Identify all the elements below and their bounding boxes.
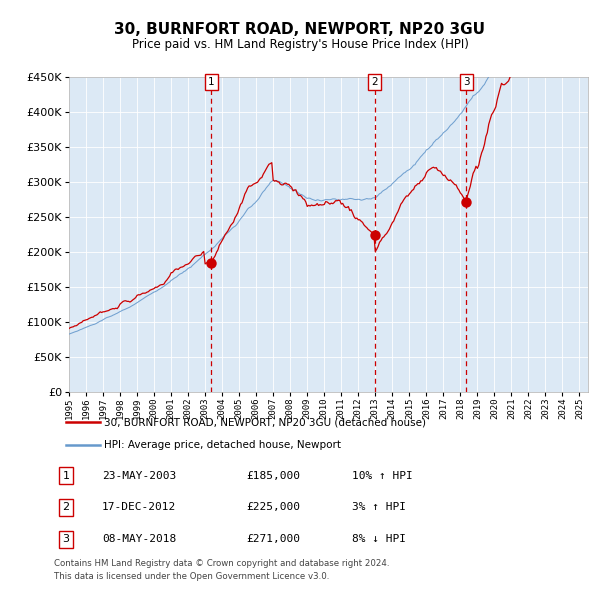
- Text: £225,000: £225,000: [246, 503, 300, 512]
- Text: 30, BURNFORT ROAD, NEWPORT, NP20 3GU: 30, BURNFORT ROAD, NEWPORT, NP20 3GU: [115, 22, 485, 37]
- Text: 2: 2: [62, 503, 70, 512]
- Text: 3: 3: [463, 77, 470, 87]
- Text: Contains HM Land Registry data © Crown copyright and database right 2024.: Contains HM Land Registry data © Crown c…: [54, 559, 389, 568]
- Text: 17-DEC-2012: 17-DEC-2012: [102, 503, 176, 512]
- Text: 3: 3: [62, 535, 70, 544]
- Text: 08-MAY-2018: 08-MAY-2018: [102, 535, 176, 544]
- Text: 10% ↑ HPI: 10% ↑ HPI: [352, 471, 412, 480]
- Text: £271,000: £271,000: [246, 535, 300, 544]
- Text: Price paid vs. HM Land Registry's House Price Index (HPI): Price paid vs. HM Land Registry's House …: [131, 38, 469, 51]
- Text: 8% ↓ HPI: 8% ↓ HPI: [352, 535, 406, 544]
- Text: 2: 2: [371, 77, 378, 87]
- Text: 1: 1: [208, 77, 215, 87]
- Text: 1: 1: [62, 471, 70, 480]
- Text: 23-MAY-2003: 23-MAY-2003: [102, 471, 176, 480]
- Text: HPI: Average price, detached house, Newport: HPI: Average price, detached house, Newp…: [104, 440, 341, 450]
- Text: This data is licensed under the Open Government Licence v3.0.: This data is licensed under the Open Gov…: [54, 572, 329, 581]
- Text: 30, BURNFORT ROAD, NEWPORT, NP20 3GU (detached house): 30, BURNFORT ROAD, NEWPORT, NP20 3GU (de…: [104, 417, 427, 427]
- Text: 3% ↑ HPI: 3% ↑ HPI: [352, 503, 406, 512]
- Text: £185,000: £185,000: [246, 471, 300, 480]
